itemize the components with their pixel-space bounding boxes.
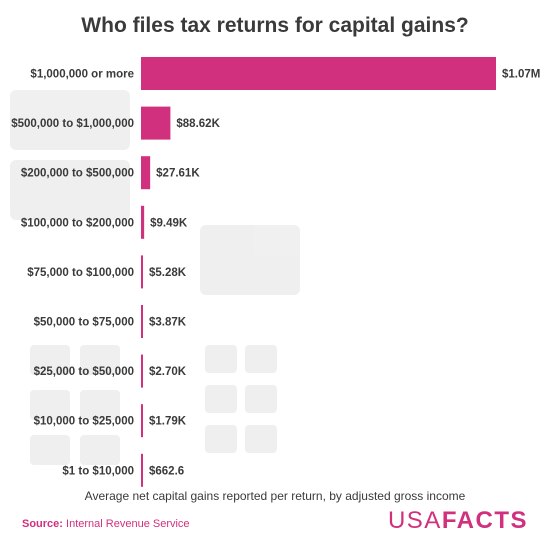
source-note: Source: Internal Revenue Service: [22, 518, 190, 530]
value-label: $2.70K: [149, 366, 187, 378]
bar: [141, 305, 143, 338]
value-label: $662.6: [149, 465, 184, 477]
value-label: $1.07M: [502, 69, 540, 81]
bar: [141, 156, 151, 190]
chart-caption: Average net capital gains reported per r…: [84, 489, 466, 503]
value-label: $3.87K: [149, 317, 187, 329]
value-label: $5.28K: [149, 267, 187, 279]
source-text: Internal Revenue Service: [66, 518, 190, 530]
category-label: $100,000 to $200,000: [21, 217, 134, 229]
bar: [141, 255, 143, 289]
category-label: $75,000 to $100,000: [27, 267, 134, 279]
bar: [141, 354, 143, 388]
category-label: $1 to $10,000: [62, 465, 134, 477]
source-label: Source:: [22, 518, 63, 530]
category-label: $25,000 to $50,000: [34, 366, 134, 378]
bar: [141, 106, 171, 140]
bar: [141, 453, 143, 487]
category-label: $1,000,000 or more: [30, 69, 134, 81]
bar: [141, 57, 496, 90]
chart-title: Who files tax returns for capital gains?: [81, 14, 469, 37]
usafacts-logo: USAFACTS: [388, 507, 528, 535]
category-label: $10,000 to $25,000: [34, 416, 134, 428]
value-label: $1.79K: [149, 416, 187, 428]
bar: [141, 404, 143, 438]
logo-part-usa: USA: [387, 507, 442, 534]
logo-part-facts: FACTS: [441, 507, 528, 534]
value-label: $27.61K: [156, 168, 200, 180]
bar: [141, 205, 145, 239]
value-label: $9.49K: [150, 217, 188, 229]
category-label: $200,000 to $500,000: [21, 168, 134, 180]
category-label: $500,000 to $1,000,000: [11, 118, 134, 130]
category-label: $50,000 to $75,000: [34, 317, 134, 329]
value-label: $88.62K: [176, 118, 220, 130]
